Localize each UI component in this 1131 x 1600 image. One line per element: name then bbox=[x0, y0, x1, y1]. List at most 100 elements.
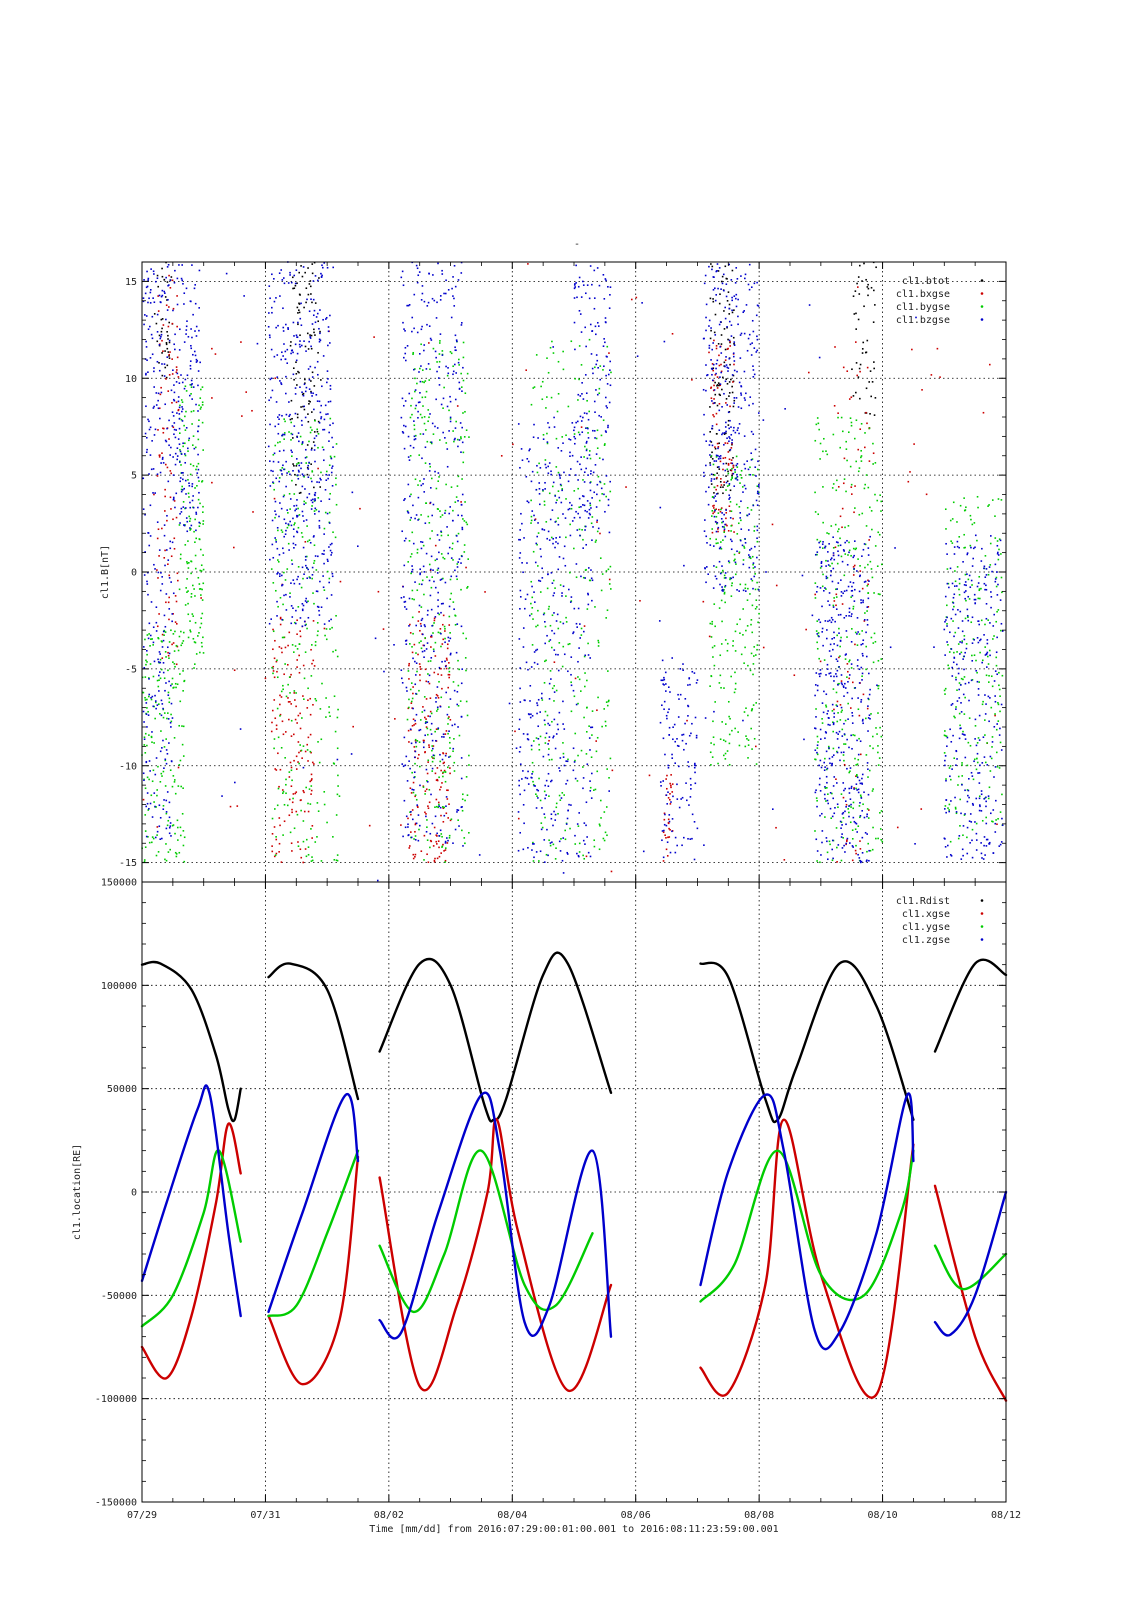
magnetic-field-point bbox=[714, 625, 716, 628]
magnetic-field-point bbox=[292, 463, 294, 465]
magnetic-field-point bbox=[821, 718, 823, 720]
magnetic-field-point bbox=[419, 784, 421, 787]
magnetic-field-point bbox=[320, 500, 322, 502]
magnetic-field-point bbox=[877, 712, 879, 714]
magnetic-field-point bbox=[434, 815, 437, 818]
magnetic-field-point bbox=[596, 267, 599, 269]
magnetic-field-point bbox=[161, 339, 163, 342]
magnetic-field-point bbox=[197, 438, 200, 441]
magnetic-field-point bbox=[807, 371, 810, 374]
magnetic-field-point bbox=[160, 335, 162, 338]
magnetic-field-point bbox=[723, 310, 725, 312]
magnetic-field-point bbox=[413, 746, 416, 748]
magnetic-field-point bbox=[524, 598, 527, 601]
magnetic-field-point bbox=[173, 391, 176, 394]
magnetic-field-point bbox=[276, 659, 278, 662]
magnetic-field-point bbox=[871, 790, 874, 792]
magnetic-field-point bbox=[155, 757, 158, 759]
magnetic-field-point bbox=[712, 505, 714, 507]
magnetic-field-point bbox=[460, 514, 463, 517]
magnetic-field-point bbox=[264, 677, 267, 680]
magnetic-field-point bbox=[743, 545, 745, 548]
magnetic-field-point bbox=[715, 362, 718, 365]
magnetic-field-point bbox=[605, 570, 608, 572]
magnetic-field-point bbox=[422, 544, 425, 547]
magnetic-field-point bbox=[305, 564, 307, 567]
magnetic-field-point bbox=[197, 506, 199, 509]
magnetic-field-point bbox=[861, 280, 863, 282]
magnetic-field-point bbox=[997, 498, 1000, 500]
magnetic-field-point bbox=[583, 412, 586, 414]
magnetic-field-point bbox=[407, 823, 409, 826]
magnetic-field-point bbox=[417, 519, 419, 521]
magnetic-field-point bbox=[603, 811, 606, 813]
magnetic-field-point bbox=[865, 351, 868, 354]
magnetic-field-point bbox=[598, 392, 601, 395]
magnetic-field-point bbox=[441, 514, 444, 516]
magnetic-field-point bbox=[734, 671, 736, 674]
magnetic-field-point bbox=[316, 373, 319, 376]
magnetic-field-point bbox=[548, 736, 551, 738]
magnetic-field-point bbox=[607, 700, 610, 703]
magnetic-field-point bbox=[181, 725, 183, 727]
magnetic-field-point bbox=[159, 417, 161, 420]
magnetic-field-point bbox=[602, 419, 605, 422]
magnetic-field-point bbox=[837, 416, 839, 419]
magnetic-field-point bbox=[296, 499, 298, 501]
magnetic-field-point bbox=[840, 793, 843, 795]
magnetic-field-point bbox=[593, 400, 596, 403]
magnetic-field-point bbox=[577, 607, 580, 610]
magnetic-field-point bbox=[732, 517, 734, 520]
magnetic-field-point bbox=[522, 627, 525, 629]
magnetic-field-point bbox=[537, 609, 539, 612]
magnetic-field-point bbox=[605, 405, 608, 407]
magnetic-field-point bbox=[160, 714, 163, 717]
magnetic-field-point bbox=[439, 829, 442, 832]
magnetic-field-point bbox=[552, 579, 555, 582]
magnetic-field-point bbox=[665, 683, 667, 685]
magnetic-field-point bbox=[537, 738, 540, 740]
magnetic-field-point bbox=[290, 421, 293, 424]
magnetic-field-point bbox=[288, 776, 291, 778]
magnetic-field-point bbox=[166, 364, 169, 367]
magnetic-field-point bbox=[327, 413, 329, 415]
magnetic-field-point bbox=[236, 805, 239, 807]
magnetic-field-point bbox=[553, 700, 555, 702]
magnetic-field-point bbox=[717, 454, 719, 457]
magnetic-field-point bbox=[419, 480, 421, 482]
magnetic-field-point bbox=[178, 349, 181, 351]
magnetic-field-point bbox=[193, 641, 196, 643]
magnetic-field-point bbox=[719, 293, 721, 296]
magnetic-field-point bbox=[554, 495, 557, 497]
magnetic-field-point bbox=[976, 495, 979, 498]
magnetic-field-point bbox=[553, 718, 556, 721]
magnetic-field-point bbox=[449, 578, 452, 581]
magnetic-field-point bbox=[149, 291, 152, 294]
magnetic-field-point bbox=[199, 502, 201, 505]
magnetic-field-point bbox=[711, 373, 713, 376]
magnetic-field-point bbox=[313, 309, 316, 312]
magnetic-field-point bbox=[277, 423, 280, 425]
magnetic-field-point bbox=[973, 522, 976, 524]
magnetic-field-point bbox=[580, 468, 583, 471]
magnetic-field-point bbox=[552, 736, 554, 739]
magnetic-field-point bbox=[295, 483, 297, 486]
magnetic-field-point bbox=[750, 709, 753, 712]
magnetic-field-point bbox=[994, 714, 996, 717]
magnetic-field-point bbox=[726, 750, 729, 752]
magnetic-field-point bbox=[163, 634, 165, 637]
magnetic-field-point bbox=[436, 569, 439, 571]
magnetic-field-point bbox=[842, 366, 845, 369]
magnetic-field-point bbox=[437, 673, 439, 676]
magnetic-field-point bbox=[304, 848, 307, 850]
magnetic-field-point bbox=[565, 536, 567, 539]
magnetic-field-grid bbox=[142, 262, 1006, 882]
magnetic-field-point bbox=[277, 605, 279, 608]
magnetic-field-point bbox=[723, 528, 726, 530]
magnetic-field-point bbox=[437, 567, 440, 570]
magnetic-field-point bbox=[303, 573, 305, 576]
magnetic-field-point bbox=[272, 665, 275, 668]
magnetic-field-point bbox=[434, 772, 437, 775]
magnetic-field-point bbox=[293, 505, 295, 507]
magnetic-field-point bbox=[432, 569, 434, 571]
